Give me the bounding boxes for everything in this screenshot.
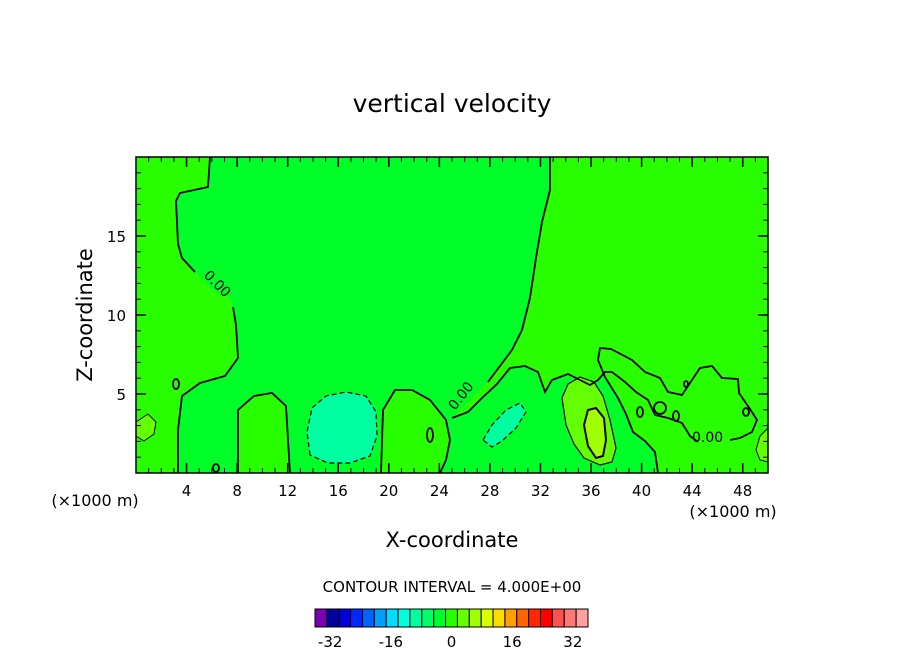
colorbar-swatch — [373, 608, 387, 628]
zero-contour-small-cell-8 — [742, 407, 750, 417]
colorbar-swatch — [492, 608, 506, 628]
colorbar-swatch — [516, 608, 530, 628]
x-tick-label: 16 — [329, 482, 348, 500]
y-tick-label: 15 — [107, 228, 126, 246]
zero-contour-small-cell-2 — [426, 427, 434, 443]
x-tick-label: 48 — [733, 482, 752, 500]
zero-contour-small-cell-6 — [653, 401, 667, 415]
x-units-note-right: (×1000 m) — [689, 502, 776, 521]
positive-region-right — [452, 157, 768, 473]
zero-contour-lines — [172, 156, 759, 474]
positive-region-center — [238, 393, 290, 473]
colorbar-swatch — [421, 608, 435, 628]
colorbar-tick-label: 0 — [447, 633, 457, 651]
x-tick-label: 32 — [531, 482, 550, 500]
x-tick-label: 24 — [430, 482, 449, 500]
colorbar-swatch — [350, 608, 363, 628]
y-axis-label: Z-coordinate — [73, 248, 97, 382]
colorbar-swatch — [468, 608, 482, 628]
zero-contour-right — [487, 157, 551, 383]
y-tick-label: 5 — [116, 386, 126, 404]
zero-contour-right-cells — [597, 347, 759, 474]
colorbar-swatch — [563, 608, 577, 628]
y-tick-label: 10 — [107, 307, 126, 325]
negative-region-16 — [306, 391, 378, 464]
colorbar-swatch — [326, 608, 340, 628]
colorbar-swatch — [504, 608, 518, 628]
colorbar-swatch — [456, 608, 470, 628]
zero-contour-left — [175, 156, 239, 473]
colorbar-swatch — [433, 608, 447, 628]
positive-region-small-left — [381, 390, 450, 473]
x-tick-label: 20 — [379, 482, 398, 500]
zero-contour-center-spike — [380, 389, 451, 474]
contour-interval-text: CONTOUR INTERVAL = 4.000E+00 — [323, 578, 582, 596]
zero-contour-small-cell-1 — [172, 378, 180, 390]
colorbar-tick-label: -16 — [379, 633, 404, 651]
colorbar-tick-label: 16 — [503, 633, 522, 651]
contour-label-3: 0.00 — [692, 430, 723, 446]
zero-contour-small-cell-7 — [672, 410, 680, 422]
colorbar-swatch — [551, 608, 565, 628]
x-tick-label: 12 — [278, 482, 297, 500]
zero-contour-small-cell-3 — [212, 463, 220, 473]
x-tick-label: 28 — [480, 482, 499, 500]
colorbar: -32 -16 0 16 32 — [314, 608, 589, 651]
positive-region-left — [136, 157, 238, 473]
colorbar-swatch — [528, 608, 542, 628]
colorbar-swatch — [385, 608, 399, 628]
colorbar-swatch — [397, 608, 411, 628]
zero-contour-small-cell-5 — [636, 406, 644, 418]
colorbar-swatch — [338, 608, 352, 628]
zero-contour-right-lower — [451, 365, 699, 443]
x-tick-label: 8 — [232, 482, 242, 500]
x-tick-label: 44 — [683, 482, 702, 500]
colorbar-swatch — [314, 608, 328, 628]
colorbar-swatch — [480, 608, 494, 628]
x-tick-label: 36 — [581, 482, 600, 500]
colorbar-tick-label: 32 — [563, 633, 582, 651]
x-tick-label: 40 — [632, 482, 651, 500]
colorbar-tick-label: -32 — [318, 633, 343, 651]
x-axis-label: X-coordinate — [386, 528, 519, 552]
positive-region-36-core — [582, 406, 608, 460]
colorbar-swatch — [540, 608, 553, 628]
chart-title: vertical velocity — [353, 89, 552, 118]
negative-region-28 — [482, 402, 527, 448]
colorbar-swatch — [409, 608, 423, 628]
x-tick-label: 4 — [182, 482, 192, 500]
plot-area: 0.00 0.00 0.00 4 8 12 16 20 24 28 32 36 40 44 48510… — [107, 156, 769, 500]
zero-contour-small-cell-4 — [683, 380, 689, 388]
colorbar-swatch — [361, 608, 375, 628]
colorbar-swatch — [445, 608, 458, 628]
zero-contour-center-bump — [237, 392, 291, 474]
x-units-note-left: (×1000 m) — [51, 491, 138, 510]
colorbar-swatch — [575, 608, 589, 628]
